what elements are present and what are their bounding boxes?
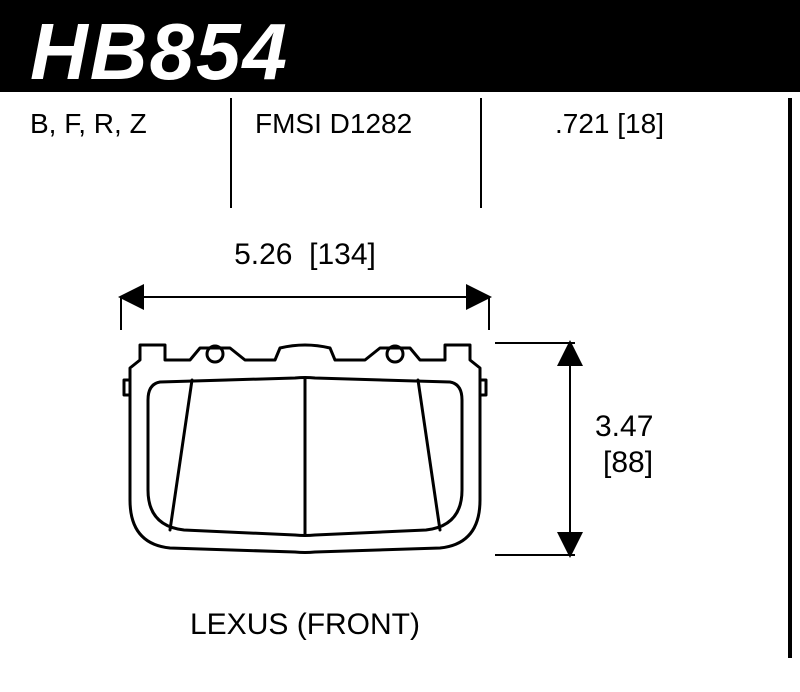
height-inches: 3.47: [595, 410, 653, 444]
arrow-down-icon: [557, 532, 583, 558]
spec-fmsi: FMSI D1282: [255, 108, 412, 140]
width-dimension-label: 5.26 [134]: [120, 238, 490, 272]
height-mm: [88]: [603, 446, 653, 480]
spec-thickness: .721 [18]: [555, 108, 664, 140]
spec-compounds: B, F, R, Z: [30, 108, 147, 140]
width-inches: 5.26: [234, 238, 292, 271]
caption: LEXUS (FRONT): [0, 608, 610, 642]
height-dimension-line: [569, 342, 571, 552]
spec-divider-2: [480, 98, 482, 208]
width-mm: [134]: [309, 238, 376, 271]
height-dimension: 3.47 [88]: [555, 320, 755, 580]
width-dimension: 5.26 [134]: [120, 238, 490, 328]
part-number-title: HB854: [30, 6, 289, 98]
width-dimension-line: [120, 296, 490, 298]
brake-pad-svg: [120, 320, 490, 580]
right-border: [788, 98, 792, 658]
title-bar: HB854: [0, 0, 800, 92]
spec-divider-1: [230, 98, 232, 208]
brake-pad-outline: [120, 320, 490, 580]
